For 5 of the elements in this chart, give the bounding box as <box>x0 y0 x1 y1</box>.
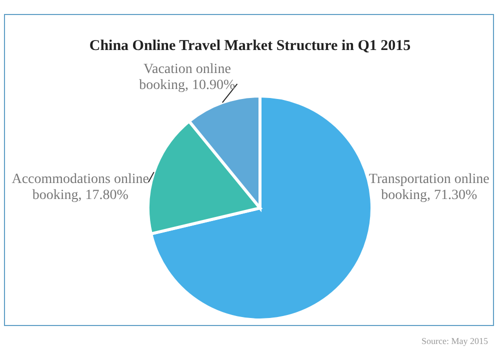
chart-title: China Online Travel Market Structure in Q1 2015 <box>88 38 412 55</box>
slice-label: Accommodations online booking, 17.80% <box>12 172 149 204</box>
slice-label: Transportation online booking, 71.30% <box>368 172 490 204</box>
source-note: Source: May 2015 <box>422 336 488 346</box>
slice-label: Vacation online booking, 10.90% <box>138 62 236 94</box>
